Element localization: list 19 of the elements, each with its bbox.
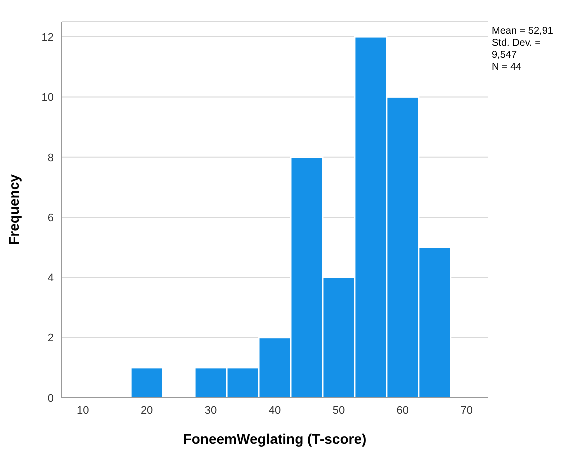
x-tick-label: 40 bbox=[268, 404, 282, 417]
y-axis-title: Frequency bbox=[6, 174, 22, 246]
y-tick-label: 6 bbox=[48, 212, 54, 224]
x-tick-label: 50 bbox=[332, 404, 346, 417]
x-axis-title: FoneemWeglating (T-score) bbox=[183, 431, 367, 447]
text: Std. Dev. = 9,547 bbox=[492, 38, 542, 62]
x-tick-label: 60 bbox=[396, 404, 410, 417]
x-tick-label: 70 bbox=[460, 404, 474, 417]
y-tick-label: 0 bbox=[48, 392, 54, 405]
x-tick-label: 10 bbox=[76, 404, 90, 417]
x-tick-label: 20 bbox=[140, 404, 154, 417]
text: Mean = 52,91 bbox=[492, 26, 554, 38]
y-tick-label: 4 bbox=[48, 272, 54, 285]
text: N = 44 bbox=[492, 62, 523, 74]
y-tick-label: 12 bbox=[42, 32, 54, 44]
y-tick-label: 10 bbox=[42, 92, 54, 104]
y-tick-label: 8 bbox=[48, 152, 54, 164]
x-tick-label: 30 bbox=[204, 404, 218, 417]
y-tick-label: 2 bbox=[48, 332, 54, 345]
